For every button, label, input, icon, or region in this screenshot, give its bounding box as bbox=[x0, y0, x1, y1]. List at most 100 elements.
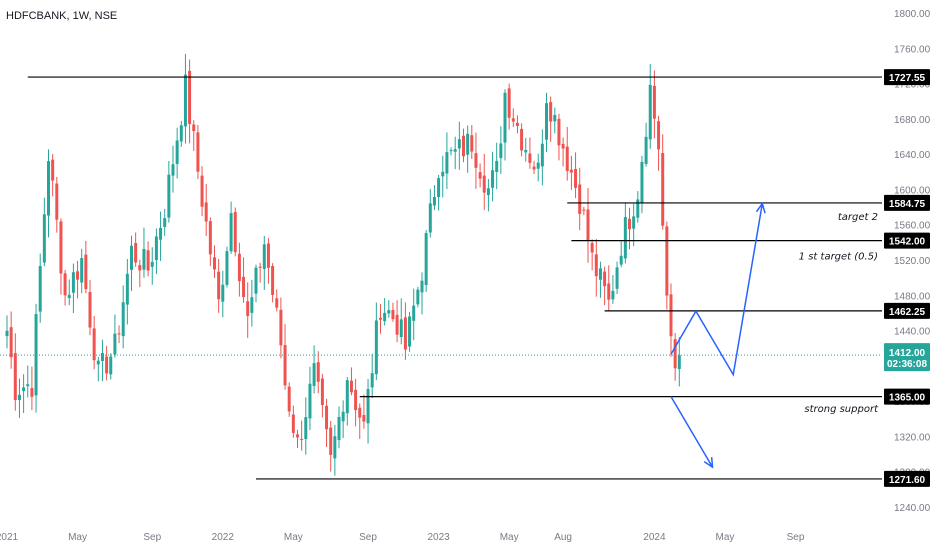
x-tick-label: May bbox=[715, 532, 734, 543]
level-label: 1727.55 bbox=[889, 73, 926, 84]
candle-body bbox=[175, 140, 179, 164]
candle-body bbox=[213, 257, 216, 270]
level-label: 1542.00 bbox=[889, 237, 926, 248]
horizontal-levels[interactable] bbox=[27, 76, 882, 480]
candle-body bbox=[391, 309, 395, 320]
candle-body bbox=[84, 254, 88, 290]
price-axis-bg bbox=[882, 0, 932, 550]
level-badge bbox=[884, 194, 930, 211]
candle-body bbox=[312, 363, 316, 386]
candle-body bbox=[366, 389, 370, 424]
candle-body bbox=[362, 414, 366, 422]
candle-body bbox=[515, 122, 519, 126]
candle-body bbox=[374, 320, 378, 375]
candle-body bbox=[71, 272, 75, 293]
x-tick-label: Sep bbox=[359, 532, 377, 543]
candle-body bbox=[258, 266, 262, 268]
candle-body bbox=[511, 118, 515, 122]
candle-body bbox=[337, 416, 341, 441]
y-tick-label: 1480.00 bbox=[894, 291, 931, 302]
candle-body bbox=[449, 150, 453, 152]
candle-body bbox=[254, 267, 258, 294]
candle-body bbox=[420, 280, 424, 293]
candle-body bbox=[179, 125, 183, 142]
arrow-head bbox=[755, 201, 766, 214]
candle-body bbox=[217, 271, 221, 300]
candle-body bbox=[300, 439, 304, 441]
projection-arrows[interactable] bbox=[670, 201, 766, 469]
candle-body bbox=[26, 384, 30, 387]
candle-body bbox=[395, 314, 399, 335]
level-label: 1271.60 bbox=[889, 475, 926, 486]
x-tick-label: 2024 bbox=[643, 532, 666, 543]
candle-body bbox=[250, 297, 254, 313]
x-tick-label: 2023 bbox=[427, 532, 450, 543]
candle-body bbox=[673, 339, 677, 369]
candle-body bbox=[316, 362, 320, 382]
candle-body bbox=[142, 248, 146, 270]
annotation-text: 1 st target (0.5) bbox=[799, 252, 878, 263]
candle-body bbox=[325, 405, 329, 430]
annotation-text: target 2 bbox=[838, 212, 878, 223]
candle-body bbox=[345, 380, 349, 414]
candle-body bbox=[503, 92, 507, 143]
price-axis[interactable]: 1800.00 1760.00 1720.00 1680.00 1640.00 1600.… bbox=[882, 0, 932, 550]
candle-body bbox=[565, 146, 569, 172]
candle-body bbox=[183, 74, 187, 127]
candle-body bbox=[611, 290, 615, 300]
level-badge bbox=[884, 69, 930, 86]
candle-body bbox=[569, 169, 573, 173]
candle-body bbox=[125, 273, 129, 305]
candle-body bbox=[412, 305, 416, 321]
candle-body bbox=[9, 327, 13, 358]
candle-body bbox=[466, 133, 470, 155]
candle-body bbox=[283, 345, 287, 386]
candle-body bbox=[113, 333, 117, 355]
candle-body bbox=[424, 233, 428, 285]
x-tick-label: May bbox=[284, 532, 303, 543]
countdown-label: 02:36:08 bbox=[887, 359, 927, 370]
candle-body bbox=[109, 356, 113, 375]
candle-body bbox=[586, 209, 590, 241]
candle-body bbox=[358, 407, 362, 418]
y-tick-label: 1560.00 bbox=[894, 221, 931, 232]
candle-body bbox=[163, 218, 167, 227]
candle-body bbox=[482, 175, 486, 193]
candle-body bbox=[607, 283, 611, 300]
projection-path bbox=[670, 396, 714, 468]
candle-body bbox=[67, 294, 71, 299]
candle-body bbox=[528, 153, 532, 163]
candle-body bbox=[399, 319, 403, 338]
y-tick-label: 1640.00 bbox=[894, 150, 931, 161]
candle-body bbox=[88, 292, 92, 328]
candle-body bbox=[308, 383, 312, 419]
candle-body bbox=[403, 317, 407, 350]
annotation-text: strong support bbox=[804, 404, 879, 415]
candle-body bbox=[55, 183, 59, 220]
candle-body bbox=[47, 161, 50, 216]
candle-body bbox=[437, 178, 441, 198]
candle-body bbox=[341, 411, 345, 422]
candle-body bbox=[590, 243, 594, 253]
candle-body bbox=[225, 251, 229, 285]
candle-body bbox=[652, 85, 656, 119]
candle-body bbox=[349, 380, 353, 393]
candle-body bbox=[296, 434, 299, 438]
y-tick-label: 1720.00 bbox=[894, 80, 931, 91]
candle-body bbox=[478, 172, 482, 179]
annotations: target 2 1 st target (0.5) strong support bbox=[799, 212, 879, 415]
candle-body bbox=[271, 266, 275, 295]
candle-body bbox=[540, 143, 544, 167]
candle-body bbox=[524, 150, 528, 153]
x-tick-label: 2022 bbox=[212, 532, 235, 543]
candle-body bbox=[603, 271, 607, 287]
y-tick-label: 1800.00 bbox=[894, 9, 931, 20]
candle-body bbox=[117, 333, 121, 335]
candle-body bbox=[150, 261, 154, 267]
candle-body bbox=[383, 312, 387, 322]
time-axis[interactable]: 2021 May Sep 2022 May Sep 2023 May Aug 2024 May Sep bbox=[0, 520, 882, 550]
candle-body bbox=[76, 271, 80, 280]
candle-body bbox=[453, 149, 457, 152]
candle-body bbox=[304, 417, 308, 439]
